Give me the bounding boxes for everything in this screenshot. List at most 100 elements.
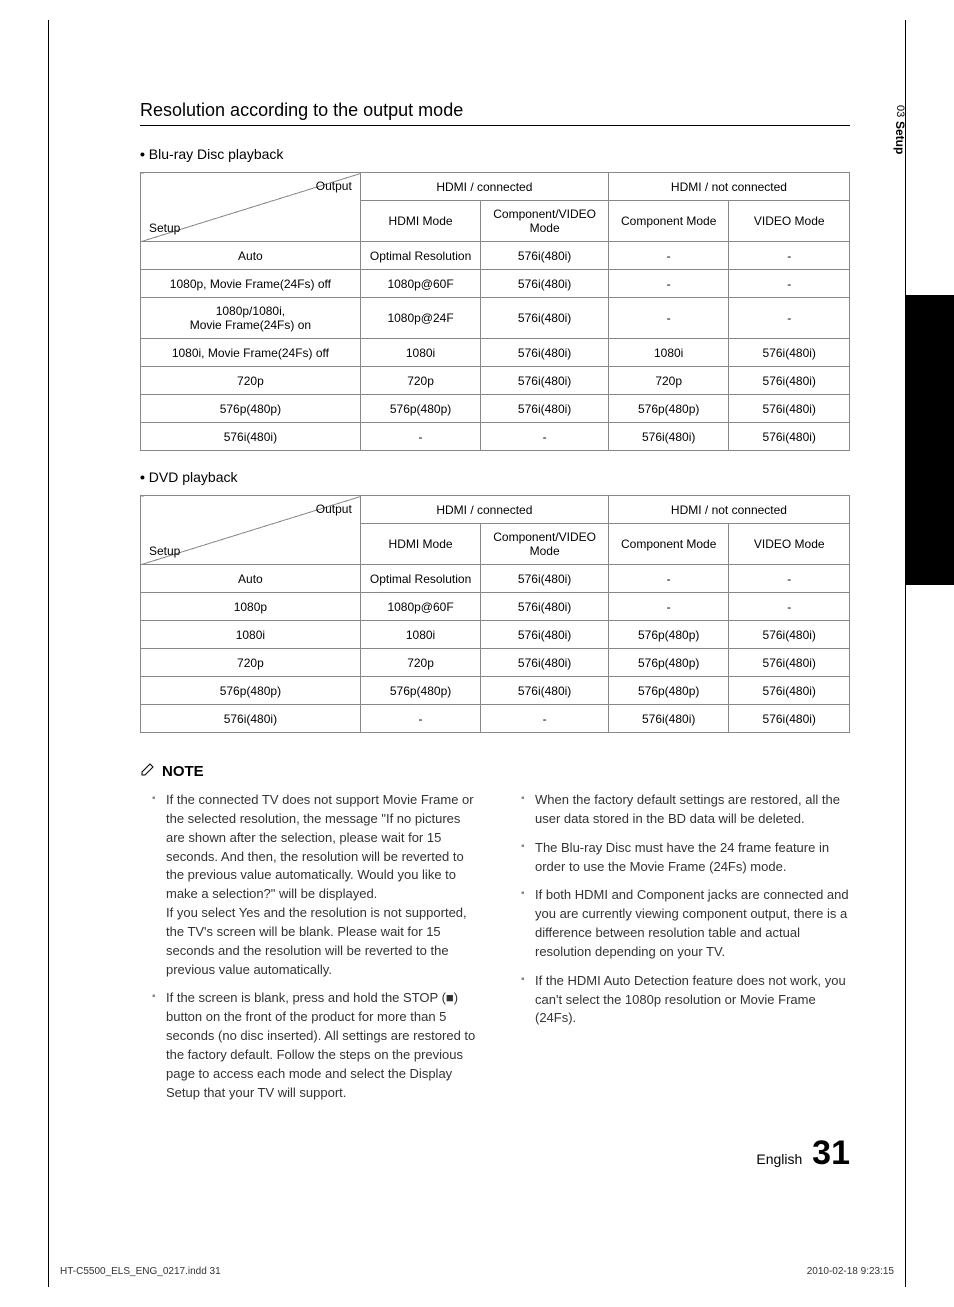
col-video-mode: VIDEO Mode [729,524,850,565]
table-cell: 576i(480i) [141,423,361,451]
table-cell: 576p(480p) [608,395,729,423]
table-cell: - [608,270,729,298]
table-cell: - [481,705,609,733]
table-cell: 576i(480i) [481,565,609,593]
table-cell: 576p(480p) [608,621,729,649]
table-cell: 576i(480i) [729,705,850,733]
table-cell: 1080p@24F [360,298,481,339]
table-cell: 720p [608,367,729,395]
col-comp-video: Component/VIDEO Mode [481,201,609,242]
print-footer: HT-C5500_ELS_ENG_0217.indd 31 2010-02-18… [60,1266,894,1277]
table-row: AutoOptimal Resolution576i(480i)-- [141,242,850,270]
section-heading: Resolution according to the output mode [140,100,850,126]
table-cell: - [608,565,729,593]
table-row: 576p(480p)576p(480p)576i(480i)576p(480p)… [141,395,850,423]
col-hdmi-not-connected: HDMI / not connected [608,173,849,201]
table-cell: 1080i [360,621,481,649]
col-video-mode: VIDEO Mode [729,201,850,242]
table-cell: - [481,423,609,451]
table-row: AutoOptimal Resolution576i(480i)-- [141,565,850,593]
table-cell: 576i(480i) [481,649,609,677]
note-col-left: If the connected TV does not support Mov… [140,791,481,1113]
note-item: If the HDMI Auto Detection feature does … [521,972,850,1029]
col-comp-mode: Component Mode [608,201,729,242]
table-cell: 576i(480i) [481,339,609,367]
table-cell: - [608,298,729,339]
setup-label: Setup [149,544,180,558]
corner-cell: Output Setup [141,496,361,565]
table-cell: 576i(480i) [608,423,729,451]
table-cell: 576i(480i) [729,649,850,677]
table-row: 1080p, Movie Frame(24Fs) off1080p@60F576… [141,270,850,298]
table-cell: 1080i, Movie Frame(24Fs) off [141,339,361,367]
table-cell: - [729,270,850,298]
table-cell: 576i(480i) [729,367,850,395]
table-cell: 576i(480i) [729,339,850,367]
note-heading: NOTE [140,761,850,781]
table-cell: 1080p, Movie Frame(24Fs) off [141,270,361,298]
col-comp-video: Component/VIDEO Mode [481,524,609,565]
table-cell: 576p(480p) [608,649,729,677]
table-cell: - [360,705,481,733]
table-row: 1080i, Movie Frame(24Fs) off1080i576i(48… [141,339,850,367]
table-cell: 576i(480i) [729,621,850,649]
table-row: 1080i1080i576i(480i)576p(480p)576i(480i) [141,621,850,649]
col-hdmi-mode: HDMI Mode [360,201,481,242]
col-hdmi-connected: HDMI / connected [360,496,608,524]
table-cell: 576i(480i) [141,705,361,733]
table-cell: 576i(480i) [481,242,609,270]
bluray-heading: Blu-ray Disc playback [140,146,850,162]
corner-cell: Output Setup [141,173,361,242]
col-comp-mode: Component Mode [608,524,729,565]
page-number: 31 [812,1134,850,1172]
table-cell: 576i(480i) [481,270,609,298]
table-cell: 576i(480i) [481,593,609,621]
table-cell: 576i(480i) [729,395,850,423]
table-cell: - [729,593,850,621]
table-cell: - [729,242,850,270]
table-cell: 576i(480i) [481,298,609,339]
footer-lang: English [756,1151,802,1167]
table-cell: 1080p@60F [360,270,481,298]
table-cell: 1080p/1080i, Movie Frame(24Fs) on [141,298,361,339]
chapter-number: 03 [894,105,906,117]
bluray-table: Output Setup HDMI / connected HDMI / not… [140,172,850,451]
table-cell: Auto [141,565,361,593]
note-item: When the factory default settings are re… [521,791,850,829]
dvd-heading: DVD playback [140,469,850,485]
table-cell: 1080p@60F [360,593,481,621]
col-hdmi-connected: HDMI / connected [360,173,608,201]
chapter-title: Setup [893,121,907,154]
page-footer: English 31 [756,1134,850,1173]
table-cell: 576i(480i) [481,367,609,395]
table-row: 576i(480i)--576i(480i)576i(480i) [141,705,850,733]
print-date: 2010-02-18 9:23:15 [807,1266,894,1277]
table-cell: 576i(480i) [608,705,729,733]
table-cell: 576p(480p) [141,395,361,423]
table-cell: 576i(480i) [481,621,609,649]
table-cell: - [729,565,850,593]
table-row: 720p720p576i(480i)576p(480p)576i(480i) [141,649,850,677]
table-cell: 720p [141,649,361,677]
output-label: Output [316,502,352,516]
thumb-index [906,295,954,585]
table-cell: 576p(480p) [360,395,481,423]
note-item: If both HDMI and Component jacks are con… [521,886,850,961]
table-cell: 576i(480i) [729,423,850,451]
note-block: NOTE If the connected TV does not suppor… [140,761,850,1113]
chapter-tab: 03 Setup [886,105,914,155]
table-row: 1080p/1080i, Movie Frame(24Fs) on1080p@2… [141,298,850,339]
table-cell: Optimal Resolution [360,242,481,270]
pencil-icon [140,761,156,781]
table-cell: 1080i [360,339,481,367]
table-cell: - [608,593,729,621]
table-cell: 720p [360,367,481,395]
note-item: If the screen is blank, press and hold t… [152,989,481,1102]
setup-label: Setup [149,221,180,235]
table-cell: 720p [141,367,361,395]
output-label: Output [316,179,352,193]
table-cell: 1080p [141,593,361,621]
table-cell: - [729,298,850,339]
table-row: 576i(480i)--576i(480i)576i(480i) [141,423,850,451]
note-item: The Blu-ray Disc must have the 24 frame … [521,839,850,877]
